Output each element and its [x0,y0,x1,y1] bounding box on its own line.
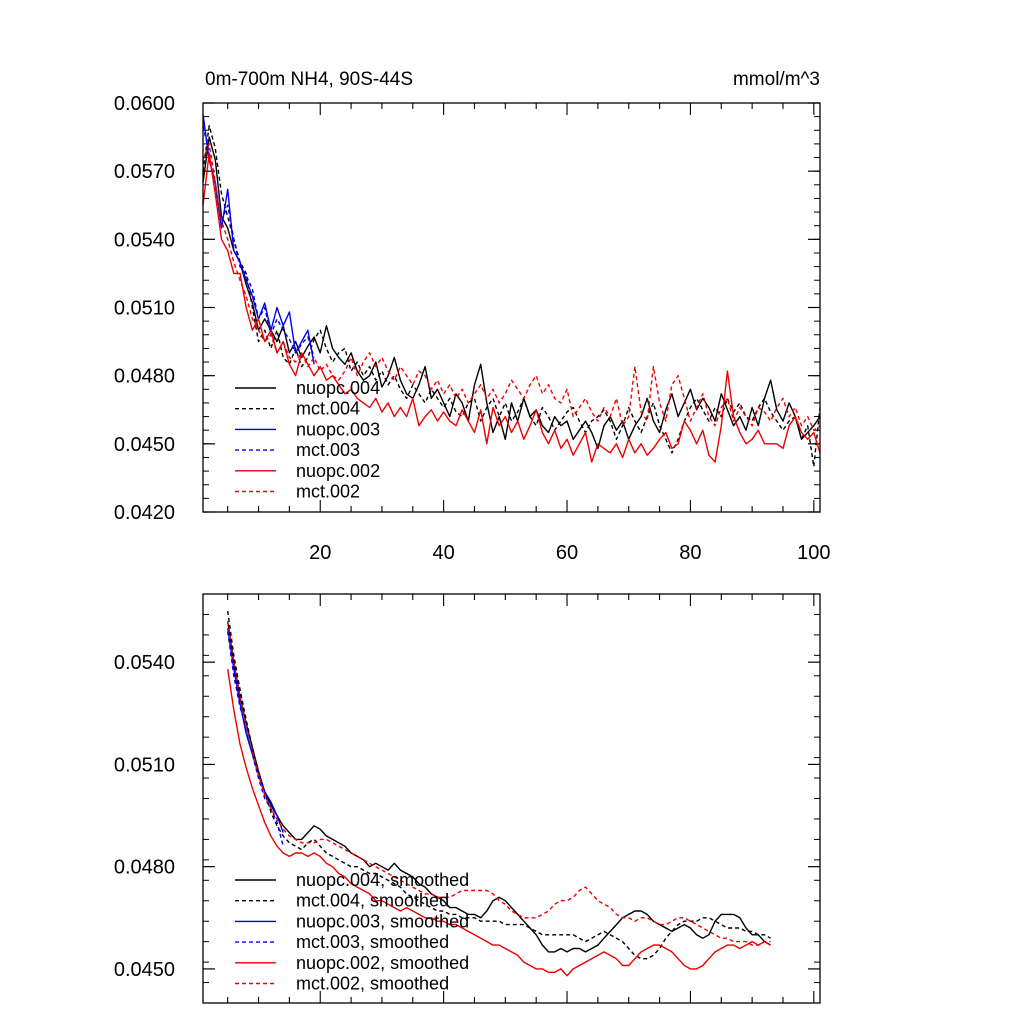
series-line-mct-003-smoothed [227,631,284,847]
top-plot-frame [202,102,821,513]
y-tick-label: 0.0480 [114,366,175,388]
bottom-plot-frame [202,593,821,1004]
y-tick-label: 0.0540 [114,229,175,251]
legend-label: nuopc.004 [296,378,380,398]
legend-label: nuopc.002, smoothed [296,953,469,973]
x-tick-label: 20 [309,542,331,564]
y-tick-label: 0.0450 [114,959,175,981]
series-line-nuopc-002-smoothed [227,668,771,977]
x-tick-label: 100 [797,542,830,564]
series-line-mct-002-smoothed [227,621,771,946]
series-line-nuopc-003-smoothed [227,627,284,833]
legend-label: mct.004 [296,399,360,419]
legend-label: nuopc.003, smoothed [296,911,469,931]
top-panel-title: 0m-700m NH4, 90S-44S [205,69,413,90]
legend-label: nuopc.002 [296,461,380,481]
series-line-nuopc-004-smoothed [227,621,771,953]
top-panel-units: mmol/m^3 [733,69,820,90]
y-tick-label: 0.0510 [114,298,175,320]
y-tick-label: 0.0570 [114,161,175,183]
bottom-panel: 0.0450 0.0480 0.0510 0.0540 nuopc.004, smoo… [114,593,821,1004]
y-tick-label: 0.0450 [114,434,175,456]
legend-label: mct.002, smoothed [296,974,449,994]
series-line-mct-002 [202,143,821,431]
y-tick-label: 0.0420 [114,502,175,524]
y-tick-label: 0.0600 [114,93,175,115]
top-panel: 0m-700m NH4, 90S-44S mmol/m^3 0.0420 0.04… [114,69,831,564]
x-tick-label: 60 [556,542,578,564]
legend-label: mct.002 [296,482,360,502]
series-line-mct-004-smoothed [227,610,771,960]
series-line-nuopc-004 [202,136,821,450]
series-line-mct-003 [202,125,315,358]
legend-label: mct.003, smoothed [296,932,449,952]
legend-label: mct.004, smoothed [296,891,449,911]
x-tick-label: 40 [433,542,455,564]
legend-label: nuopc.004, smoothed [296,870,469,890]
legend-label: mct.003 [296,440,360,460]
series-line-nuopc-003 [202,114,315,365]
y-tick-label: 0.0510 [114,754,175,776]
y-tick-label: 0.0540 [114,652,175,674]
x-tick-label: 80 [679,542,701,564]
y-tick-label: 0.0480 [114,857,175,879]
legend-label: nuopc.003 [296,419,380,439]
